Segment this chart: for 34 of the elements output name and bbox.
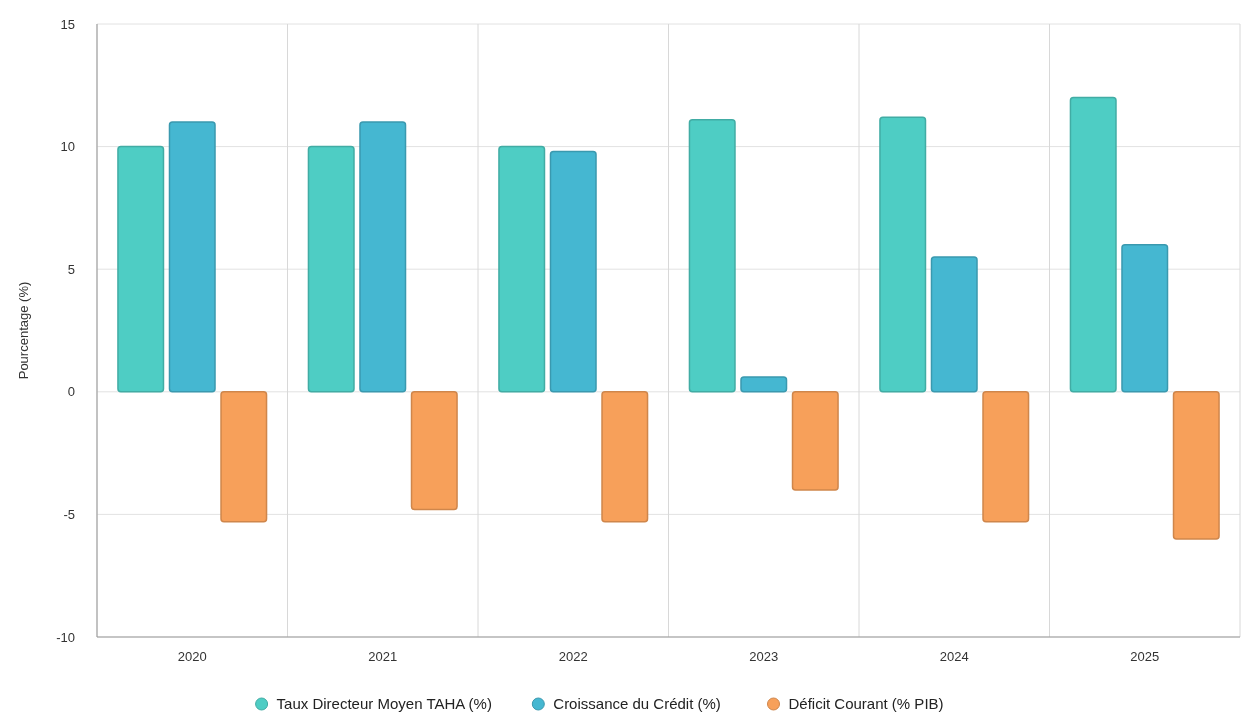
x-tick-label: 2022 — [558, 649, 588, 664]
bar — [359, 121, 407, 393]
bar — [168, 121, 216, 393]
y-tick-label: -5 — [63, 506, 75, 522]
bar — [498, 145, 546, 393]
x-tick-label: 2025 — [1130, 649, 1160, 664]
x-tick-label: 2020 — [177, 649, 207, 664]
bar — [117, 145, 165, 393]
legend-label: Taux Directeur Moyen TAHA (%) — [276, 695, 492, 713]
bar — [220, 391, 268, 523]
bar — [1121, 243, 1169, 393]
bar — [688, 118, 736, 393]
y-axis-title: Pourcentage (%) — [16, 281, 31, 380]
bar — [1069, 96, 1117, 393]
bar — [601, 391, 649, 523]
y-tick-label: 5 — [67, 261, 75, 277]
bar — [879, 116, 927, 393]
x-tick-label: 2024 — [939, 649, 969, 664]
y-tick-label: 0 — [67, 384, 75, 400]
bar — [740, 376, 788, 393]
bar — [410, 391, 458, 511]
bar — [982, 391, 1030, 523]
y-tick-label: 10 — [60, 139, 75, 155]
y-tick-label: 15 — [60, 16, 75, 32]
bar — [930, 256, 978, 393]
y-tick-label: -10 — [56, 629, 75, 645]
bar — [549, 150, 597, 393]
x-tick-label: 2023 — [749, 649, 779, 664]
bar — [307, 145, 355, 393]
legend-label: Croissance du Crédit (%) — [553, 695, 721, 713]
x-tick-label: 2021 — [368, 649, 398, 664]
bar — [791, 391, 839, 491]
bar — [1172, 391, 1220, 540]
legend-label: Déficit Courant (% PIB) — [788, 695, 944, 713]
